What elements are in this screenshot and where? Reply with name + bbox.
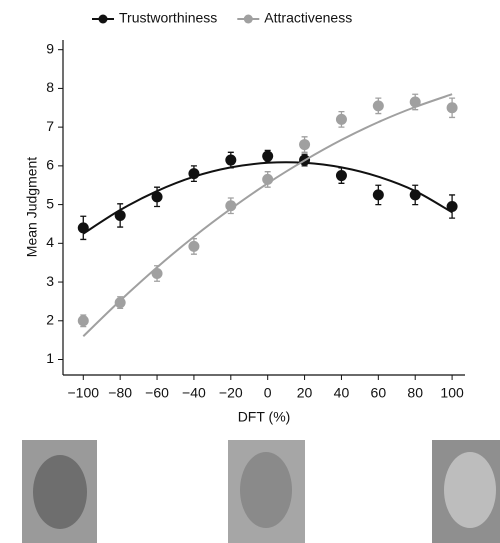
y-tick-label: 2 (46, 311, 54, 327)
data-point (446, 102, 458, 114)
x-tick-label: −80 (108, 385, 132, 401)
y-tick-label: 7 (46, 118, 54, 134)
fit-curve (82, 161, 453, 235)
data-point (188, 168, 200, 180)
legend-marker (98, 14, 108, 24)
data-point (151, 268, 163, 280)
data-point (77, 315, 89, 327)
data-point (372, 189, 384, 201)
face (33, 455, 87, 529)
data-point (77, 222, 89, 234)
face (444, 452, 496, 528)
data-point (409, 189, 421, 201)
legend-label: Attractiveness (264, 10, 352, 26)
data-point (446, 201, 458, 213)
data-point (299, 139, 311, 151)
x-tick-label: −60 (145, 385, 169, 401)
data-point (262, 173, 274, 185)
y-axis-label: Mean Judgment (24, 157, 40, 258)
y-tick-label: 5 (46, 195, 54, 211)
x-axis-label: DFT (%) (238, 409, 291, 425)
y-tick-label: 3 (46, 273, 54, 289)
x-tick-label: −40 (182, 385, 206, 401)
x-tick-label: −100 (68, 385, 100, 401)
data-point (409, 96, 421, 108)
y-tick-label: 9 (46, 40, 54, 56)
x-tick-label: 0 (264, 385, 272, 401)
data-point (114, 297, 126, 309)
x-tick-label: 20 (297, 385, 313, 401)
x-tick-label: 60 (371, 385, 387, 401)
data-point (335, 113, 347, 125)
x-tick-label: 100 (440, 385, 464, 401)
y-tick-label: 8 (46, 79, 54, 95)
legend-label: Trustworthiness (119, 10, 217, 26)
data-point (262, 150, 274, 162)
y-tick-label: 4 (46, 234, 54, 250)
data-point (372, 100, 384, 112)
data-point (114, 209, 126, 221)
data-point (225, 154, 237, 166)
x-tick-label: 40 (334, 385, 350, 401)
data-point (151, 191, 163, 203)
x-tick-label: 80 (407, 385, 423, 401)
y-tick-label: 6 (46, 157, 54, 173)
fit-curve (82, 93, 453, 337)
legend-marker (243, 14, 253, 24)
data-point (188, 240, 200, 252)
data-point (225, 200, 237, 212)
face (240, 452, 292, 528)
x-tick-label: −20 (219, 385, 243, 401)
data-point (335, 170, 347, 182)
face-images (22, 440, 500, 543)
y-tick-label: 1 (46, 350, 54, 366)
